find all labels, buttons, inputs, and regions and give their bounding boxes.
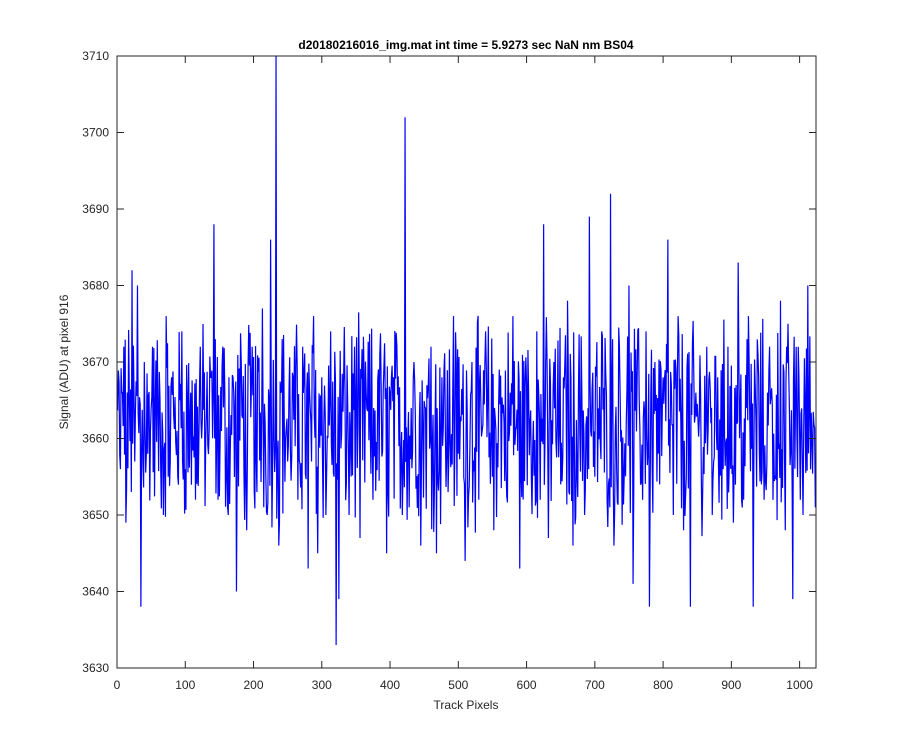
x-axis: 0 100 200 300 400 500 600 700 800 900 1000 [114, 56, 813, 692]
x-tick-label: 500 [448, 678, 468, 692]
x-axis-label: Track Pixels [434, 698, 499, 712]
x-tick-label: 300 [312, 678, 332, 692]
x-tick-label: 0 [114, 678, 121, 692]
y-tick-label: 3630 [82, 661, 109, 675]
plot-area [116, 55, 816, 646]
x-tick-label: 200 [244, 678, 264, 692]
y-tick-label: 3690 [82, 202, 109, 216]
x-tick-label: 800 [653, 678, 673, 692]
y-axis-label: Signal (ADU) at pixel 916 [57, 294, 71, 429]
x-tick-label: 400 [380, 678, 400, 692]
y-axis: 3630 3640 3650 3660 3670 3680 3690 3700 3710 [82, 49, 816, 675]
y-tick-label: 3670 [82, 355, 109, 369]
y-tick-label: 3700 [82, 126, 109, 140]
x-tick-label: 600 [517, 678, 537, 692]
x-tick-label: 700 [585, 678, 605, 692]
y-tick-label: 3660 [82, 432, 109, 446]
series-line [116, 55, 816, 646]
x-tick-label: 100 [175, 678, 195, 692]
x-tick-label: 900 [721, 678, 741, 692]
y-tick-label: 3710 [82, 49, 109, 63]
chart-title: d20180216016_img.mat int time = 5.9273 s… [298, 38, 634, 52]
y-tick-label: 3650 [82, 508, 109, 522]
x-tick-label: 1000 [786, 678, 813, 692]
y-tick-label: 3640 [82, 585, 109, 599]
y-tick-label: 3680 [82, 279, 109, 293]
